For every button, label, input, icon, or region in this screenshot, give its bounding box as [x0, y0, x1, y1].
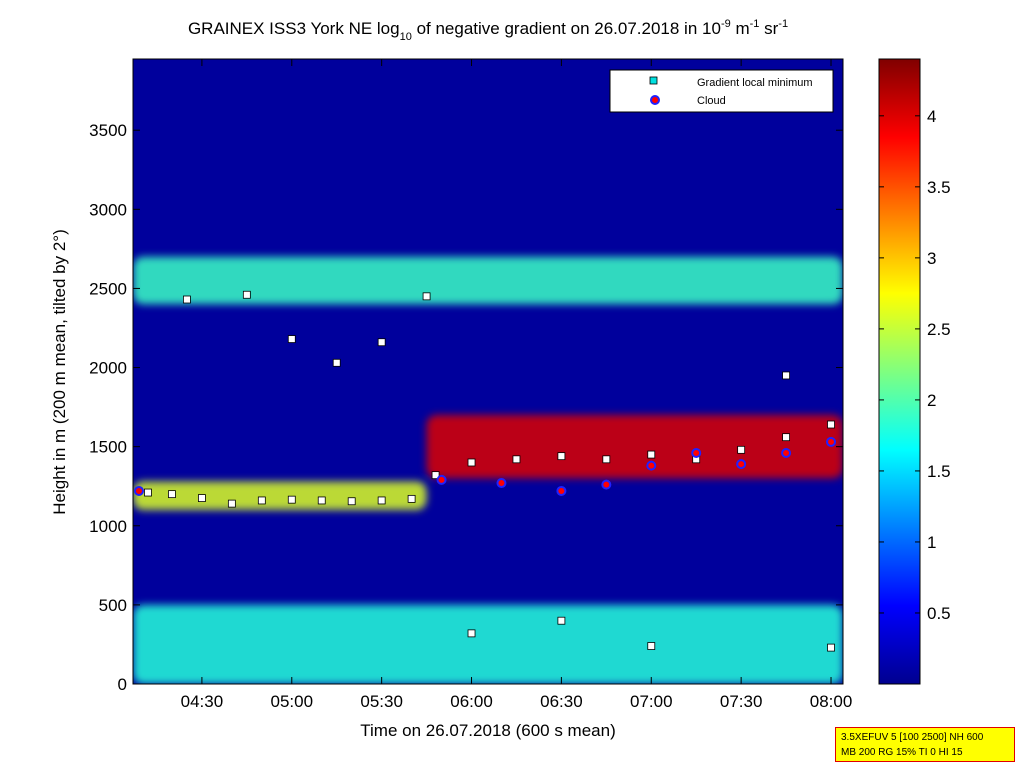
x-tick-label: 06:30	[540, 692, 583, 711]
x-tick-label: 05:00	[271, 692, 314, 711]
colorbar-tick-label: 4	[927, 107, 936, 126]
legend: Gradient local minimum Cloud	[609, 69, 834, 113]
gradient-min-point	[317, 496, 326, 505]
x-axis: 04:30 05:00 05:30 06:00 06:30 07:00 07:30 08:00	[181, 59, 853, 711]
cloud-point	[556, 485, 567, 496]
y-tick-label: 0	[118, 675, 127, 694]
y-tick-label: 3000	[89, 200, 127, 219]
legend-label-cloud: Cloud	[697, 95, 726, 107]
colorbar-tick-label: 1	[927, 533, 936, 552]
colorbar	[878, 58, 921, 685]
gradient-min-point	[198, 494, 206, 502]
gradient-min-point	[407, 494, 416, 503]
cloud-point	[691, 447, 702, 458]
colorbar-tick-label: 3.5	[927, 178, 951, 197]
colorbar-ticks: 0.5 1 1.5 2 2.5 3 3.5 4	[879, 107, 951, 623]
gradient-min-point	[782, 371, 790, 380]
colorbar-tick-label: 2.5	[927, 320, 951, 339]
colorbar-tick-label: 1.5	[927, 462, 951, 481]
gradient-min-point	[782, 433, 790, 442]
colorbar-tick-label: 3	[927, 249, 936, 268]
legend-label-gradient-min: Gradient local minimum	[697, 77, 813, 89]
gradient-min-point	[512, 455, 521, 464]
x-tick-label: 04:30	[181, 692, 224, 711]
heat-layer	[426, 415, 843, 479]
gradient-min-point	[431, 471, 440, 480]
heat-layer	[133, 604, 843, 684]
gradient-min-point	[168, 490, 176, 499]
y-axis: 0 500 1000 1500 2000 2500 3000 3500	[89, 121, 843, 694]
cloud-point	[601, 479, 612, 490]
gradient-min-point	[287, 335, 296, 343]
gradient-min-point	[332, 358, 341, 367]
cloud-point	[646, 460, 657, 471]
x-tick-label: 07:30	[720, 692, 763, 711]
gradient-min-point	[557, 616, 566, 625]
cloud-point	[133, 485, 144, 496]
y-tick-label: 2000	[89, 359, 127, 378]
gradient-min-point	[144, 488, 152, 497]
y-tick-label: 2500	[89, 279, 127, 298]
gradient-min-point	[242, 290, 251, 299]
gradient-min-point	[467, 629, 476, 638]
gradient-min-point	[647, 642, 656, 650]
plot-frame	[132, 58, 844, 685]
heatmap-field	[133, 59, 843, 684]
y-tick-label: 500	[99, 596, 127, 615]
cloud-point	[781, 447, 792, 458]
gradient-min-point	[737, 445, 746, 454]
gradient-min-point	[257, 496, 266, 505]
colorbar-tick-label: 2	[927, 391, 936, 410]
markers	[133, 290, 837, 652]
gradient-min-point	[422, 292, 431, 301]
x-tick-label: 07:00	[630, 692, 673, 711]
gradient-min-point	[183, 295, 191, 304]
cloud-point	[736, 459, 747, 470]
y-tick-label: 1500	[89, 438, 127, 457]
gradient-min-point	[377, 338, 386, 347]
x-tick-label: 06:00	[450, 692, 493, 711]
info-line-1: 3.5XEFUV 5 [100 2500] NH 600	[841, 732, 984, 743]
gradient-min-point	[287, 495, 296, 504]
gradient-min-point	[557, 452, 566, 461]
chart-title: GRAINEX ISS3 York NE log10 of negative g…	[188, 18, 788, 43]
cloud-point	[436, 474, 447, 485]
gradient-min-point	[827, 420, 835, 429]
heat-layer	[133, 256, 843, 305]
gradient-min-point	[602, 455, 611, 464]
legend-marker-cloud	[650, 95, 660, 105]
cloud-point	[496, 478, 507, 489]
gradient-min-point	[377, 496, 386, 505]
gradient-min-point	[347, 497, 356, 506]
colorbar-tick-label: 0.5	[927, 604, 951, 623]
gradient-min-point	[647, 450, 656, 459]
x-tick-label: 05:30	[360, 692, 403, 711]
info-line-2: MB 200 RG 15% TI 0 HI 15	[841, 747, 963, 758]
cloud-point	[826, 436, 837, 447]
legend-marker-gradient-min	[649, 76, 658, 85]
y-axis-label: Height in m (200 m mean, tilted by 2°)	[50, 229, 69, 515]
heat-layer	[133, 481, 427, 510]
info-box: 3.5XEFUV 5 [100 2500] NH 600 MB 200 RG 1…	[835, 727, 1015, 762]
x-axis-label: Time on 26.07.2018 (600 s mean)	[360, 721, 615, 740]
x-tick-label: 08:00	[810, 692, 853, 711]
y-tick-label: 3500	[89, 121, 127, 140]
gradient-min-point	[827, 643, 835, 652]
y-tick-label: 1000	[89, 517, 127, 536]
gradient-min-point	[227, 499, 236, 508]
gradient-min-point	[467, 458, 476, 467]
